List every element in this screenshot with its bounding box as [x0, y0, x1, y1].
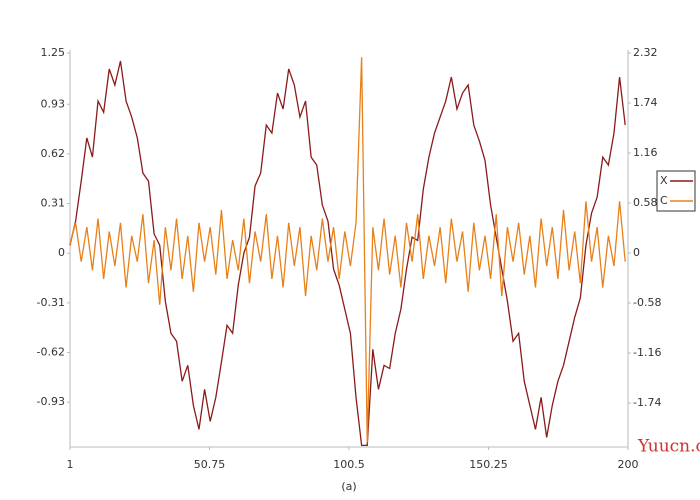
y2-tick-label: 1.16 — [633, 146, 658, 159]
watermark: Yuucn.com — [637, 437, 700, 457]
y2-tick-label: 2.32 — [633, 46, 658, 59]
y-tick-label: 0.31 — [41, 197, 66, 210]
legend-label: X — [660, 174, 668, 187]
y-tick-label: 0.93 — [41, 97, 66, 110]
series-line — [69, 60, 626, 447]
y2-tick-label: -1.16 — [633, 346, 661, 359]
caption: (a) — [341, 480, 356, 493]
y2-tick-label: -1.74 — [633, 396, 661, 409]
series-line — [69, 57, 626, 443]
y-tick-label: -0.62 — [37, 346, 65, 359]
y-tick-label: 0 — [58, 246, 65, 259]
y-tick-label: -0.31 — [37, 296, 65, 309]
y2-tick-label: 0.58 — [633, 196, 658, 209]
x-tick-label: 50.75 — [194, 458, 226, 471]
legend — [656, 170, 696, 212]
y2-tick-label: 1.74 — [633, 96, 658, 109]
y2-tick-label: 0 — [633, 246, 640, 259]
x-tick-label: 150.25 — [469, 458, 508, 471]
y-tick-label: -0.93 — [37, 395, 65, 408]
y2-tick-label: -0.58 — [633, 296, 661, 309]
x-tick-label: 1 — [67, 458, 74, 471]
y-tick-label: 0.62 — [41, 147, 66, 160]
x-tick-label: 100.5 — [333, 458, 365, 471]
y-tick-label: 1.25 — [41, 46, 66, 59]
legend-label: C — [660, 194, 668, 207]
x-tick-label: 200 — [618, 458, 639, 471]
